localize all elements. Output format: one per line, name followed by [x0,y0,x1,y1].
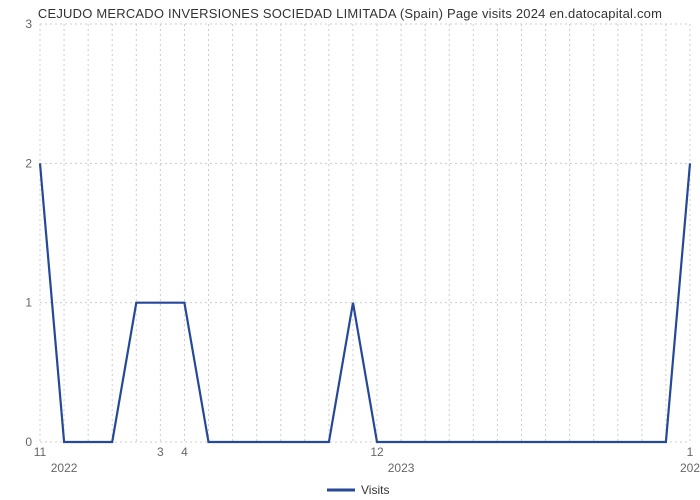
svg-text:3: 3 [157,445,164,459]
svg-text:0: 0 [25,435,32,449]
svg-text:2022: 2022 [51,461,78,475]
visits-chart: CEJUDO MERCADO INVERSIONES SOCIEDAD LIMI… [0,0,700,500]
svg-text:2: 2 [25,156,32,170]
svg-text:1: 1 [687,445,694,459]
svg-text:202: 202 [680,461,700,475]
chart-svg: 0123113412120222023202Visits [0,0,700,500]
legend-label: Visits [361,483,389,497]
svg-text:11: 11 [34,445,47,459]
svg-text:4: 4 [181,445,188,459]
svg-text:1: 1 [25,296,32,310]
chart-title: CEJUDO MERCADO INVERSIONES SOCIEDAD LIMI… [0,6,700,21]
svg-text:2023: 2023 [388,461,415,475]
svg-text:12: 12 [370,445,384,459]
